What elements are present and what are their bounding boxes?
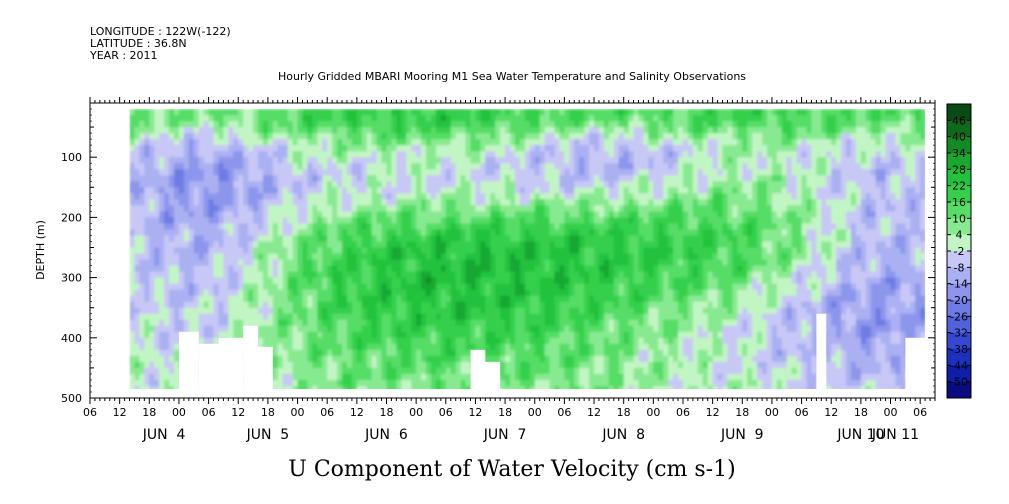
colorbar-swatch [947,365,971,382]
x-day-label: JUN 5 [246,427,290,443]
heatmap-field [90,103,935,398]
x-hour-tick-label: 18 [617,406,631,419]
x-hour-tick-label: 12 [706,406,720,419]
colorbar-swatch [947,234,971,252]
colorbar-label: -32 [950,327,968,340]
colorbar-label: -20 [950,294,968,307]
x-hour-tick-label: 06 [913,406,927,419]
x-hour-tick-label: 18 [261,406,275,419]
colorbar-label: -8 [954,261,965,274]
x-hour-tick-label: 06 [439,406,453,419]
y-tick-label: 300 [61,272,82,285]
chart-title: Hourly Gridded MBARI Mooring M1 Sea Wate… [278,70,746,83]
x-hour-tick-label: 12 [350,406,364,419]
x-hour-tick-label: 06 [557,406,571,419]
colorbar-label: -2 [954,245,965,258]
x-hour-tick-label: 06 [676,406,690,419]
y-tick-label: 100 [61,151,82,164]
x-axis-ticks [89,97,936,404]
colorbar-swatch [947,136,971,154]
colorbar-label: 10 [952,212,966,225]
colorbar-swatch [947,104,971,121]
colorbar-swatch [947,381,971,399]
x-day-label: JUN 9 [720,427,764,443]
x-hour-tick-label: 06 [320,406,334,419]
colorbar-label: 16 [952,196,966,209]
colorbar-label: -50 [950,376,968,389]
colorbar-swatch [947,332,971,350]
latitude-label: LATITUDE : 36.8N [90,37,187,50]
x-hour-tick-label: 18 [735,406,749,419]
x-hour-tick-label: 12 [468,406,482,419]
colorbar-swatch [947,202,971,219]
colorbar-label: 28 [952,163,966,176]
x-hour-tick-label: 00 [646,406,660,419]
x-hour-tick-label: 18 [854,406,868,419]
colorbar-swatch [947,267,971,284]
x-hour-tick-label: 00 [291,406,305,419]
colorbar-swatch [947,185,971,203]
x-hour-tick-label: 18 [498,406,512,419]
x-hour-tick-label: 00 [409,406,423,419]
x-day-label: JUN 11 [871,427,919,443]
x-hour-tick-label: 00 [528,406,542,419]
colorbar-label: 40 [952,131,966,144]
colorbar-swatch [947,169,971,186]
x-hour-tick-label: 12 [113,406,127,419]
x-hour-tick-label: 06 [202,406,216,419]
colorbar-swatch [947,120,971,137]
x-day-labels: JUN 4 JUN 5 JUN 6 JUN 7 JUN 8 JUN 9 JUN 10JUN … [142,427,919,443]
colorbar: 46 40 34 28 22 16 10 4 -2 -8 -14 -20 -26 -32 -38 -44 -50 [946,103,972,399]
colorbar-swatch [947,300,971,317]
plot-frame [89,102,936,399]
y-tick-label: 500 [61,392,82,405]
year-label: YEAR : 2011 [89,49,158,62]
x-hour-tick-label: 00 [765,406,779,419]
x-day-label: JUN 8 [601,427,645,443]
x-hour-tick-label: 18 [142,406,156,419]
colorbar-label: -44 [950,359,968,372]
colorbar-swatch [947,251,971,268]
y-tick-label: 400 [61,332,82,345]
x-day-label: JUN 6 [364,427,408,443]
colorbar-label: 4 [956,229,963,242]
y-axis-label: DEPTH (m) [34,220,47,280]
x-day-label: JUN 10 [836,427,884,443]
colorbar-swatch [947,316,971,333]
colorbar-label: 46 [952,114,966,127]
x-day-label: JUN 4 [142,427,186,443]
x-hour-tick-label: 06 [795,406,809,419]
x-hour-tick-label: 18 [379,406,393,419]
colorbar-swatch [947,218,971,235]
colorbar-label: -38 [950,343,968,356]
x-hour-tick-label: 00 [884,406,898,419]
colorbar-swatch [947,283,971,301]
colorbar-swatch [947,153,971,170]
colorbar-swatch [947,349,971,366]
x-day-label: JUN 7 [483,427,527,443]
x-hour-tick-label: 00 [172,406,186,419]
colorbar-label: -26 [950,310,968,323]
colorbar-label: 22 [952,180,966,193]
longitude-label: LONGITUDE : 122W(-122) [90,25,231,38]
x-hour-tick-label: 12 [824,406,838,419]
x-axis-title: U Component of Water Velocity (cm s-1) [288,457,735,482]
y-tick-label: 200 [61,211,82,224]
x-hour-tick-label: 12 [587,406,601,419]
colorbar-label: 34 [952,147,966,160]
x-hour-tick-label: 12 [231,406,245,419]
y-axis-ticks: 100 200 300 400 500 [61,108,935,405]
x-hour-labels: 06 12 18 00 06 12 18 00 06 12 18 00 06 12 18 00 06 12 18 00… [83,406,927,419]
x-hour-tick-label: 06 [83,406,97,419]
colorbar-label: -14 [950,278,968,291]
